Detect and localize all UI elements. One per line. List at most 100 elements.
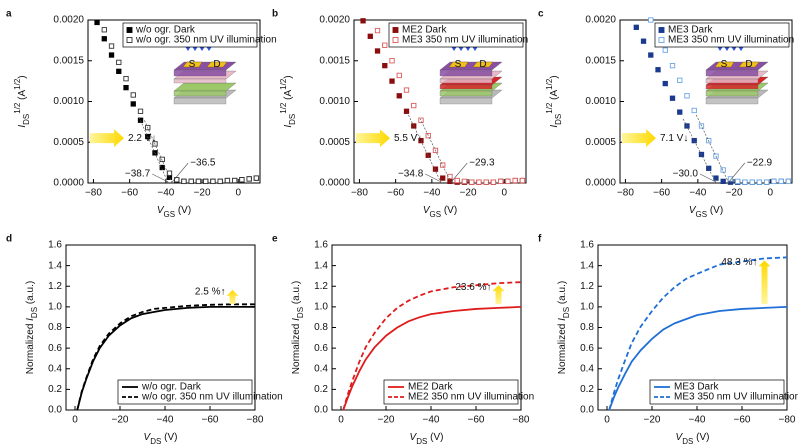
data-point xyxy=(677,109,683,115)
label-part: ) xyxy=(17,75,28,78)
legend-marker xyxy=(392,37,399,43)
legend-box xyxy=(388,22,524,48)
data-point xyxy=(116,59,122,66)
electrode xyxy=(472,61,494,68)
uv-ray-head xyxy=(472,47,478,51)
data-point xyxy=(108,52,115,58)
y-tick-label: 1.0 xyxy=(48,302,62,313)
label-part: V xyxy=(423,205,431,216)
data-point xyxy=(217,178,223,185)
y-tick-label: 1.2 xyxy=(48,281,62,292)
panel-label: b xyxy=(272,9,278,20)
legend-label: w/o ogr. Dark xyxy=(141,382,202,393)
device-layer-side xyxy=(439,97,493,105)
data-point xyxy=(735,178,741,185)
legend-label: ME3 350 nm UV illumination xyxy=(668,35,794,46)
label-part: GS xyxy=(430,210,442,219)
y-tick-label: 0.2 xyxy=(48,384,62,395)
data-point xyxy=(669,95,676,101)
x-tick-label: −20 xyxy=(194,188,211,199)
device-layer-side xyxy=(439,78,493,84)
device-layer-side xyxy=(705,97,759,105)
label-part: (V) xyxy=(441,205,457,216)
electrode xyxy=(738,61,760,68)
label-part: 1/2 xyxy=(13,78,22,90)
data-point xyxy=(519,177,526,184)
increase-label: 48.3 %↑ xyxy=(721,257,757,268)
device-layer-top xyxy=(439,61,503,71)
x-tick-label: 0 xyxy=(767,188,773,199)
x-tick-label: −60 xyxy=(734,415,751,426)
x-tick-label: −40 xyxy=(689,415,706,426)
increase-arrow xyxy=(492,285,505,304)
data-point xyxy=(461,178,468,185)
x-tick-label: −60 xyxy=(653,188,670,199)
data-point xyxy=(367,33,373,39)
data-point xyxy=(432,166,439,172)
x-tick-label: −20 xyxy=(378,415,395,426)
x-tick-label: 0 xyxy=(338,415,344,426)
leader-line xyxy=(450,162,468,183)
electrode xyxy=(714,61,735,68)
electrode-label: D xyxy=(745,59,752,70)
device-layer-side xyxy=(439,84,493,90)
tangent-line xyxy=(695,114,730,184)
y-tick-label: 0.6 xyxy=(314,343,328,354)
label-part: DS xyxy=(296,307,305,318)
data-point xyxy=(382,62,388,69)
data-point xyxy=(374,27,381,34)
data-line xyxy=(342,305,522,411)
data-point xyxy=(195,178,202,185)
uv-ray-head xyxy=(724,47,730,51)
y-tick-label: 0.2 xyxy=(314,384,328,395)
legend-label: ME2 Dark xyxy=(408,382,453,393)
x-tick-label: −80 xyxy=(779,415,796,426)
y-tick-label: 1.6 xyxy=(314,240,328,251)
x-tick-label: −60 xyxy=(121,188,138,199)
label-part: DS xyxy=(22,114,31,125)
data-point xyxy=(662,47,668,53)
y-axis-title: Normalized IDS (a.u.) xyxy=(291,281,305,374)
x-tick-label: −40 xyxy=(157,415,174,426)
legend-box xyxy=(117,379,253,405)
x-tick-label: −60 xyxy=(468,415,485,426)
device-layer-top xyxy=(173,82,237,92)
y-tick-label: 0.0010 xyxy=(585,96,616,107)
data-point xyxy=(677,77,683,83)
legend-box xyxy=(654,22,790,48)
y-tick-label: 1.4 xyxy=(580,260,594,271)
data-point xyxy=(411,102,417,109)
label-part: DS xyxy=(288,114,297,125)
label-part: (V) xyxy=(161,432,177,443)
label-part: I xyxy=(25,318,36,321)
x-axis-title: VGS (V) xyxy=(157,205,191,219)
x-tick-label: −80 xyxy=(247,415,264,426)
y-tick-label: 1.4 xyxy=(314,260,328,271)
legend-box xyxy=(649,379,785,405)
tangent-line xyxy=(408,114,442,184)
y-tick-label: 0.6 xyxy=(48,343,62,354)
x-axis-title: VDS (V) xyxy=(676,432,710,445)
uv-ray-head xyxy=(738,47,744,51)
label-part: 1/2 xyxy=(545,78,554,90)
data-point xyxy=(778,178,784,185)
leader-line xyxy=(728,162,746,183)
tangent-line xyxy=(419,118,452,184)
device-layer-side xyxy=(705,90,759,97)
electrode xyxy=(206,61,228,68)
data-point xyxy=(403,87,410,93)
data-point xyxy=(691,137,697,144)
x-tick-label: −20 xyxy=(112,415,129,426)
data-point xyxy=(94,19,100,26)
data-point xyxy=(756,179,763,185)
data-line xyxy=(342,281,522,411)
data-point xyxy=(512,177,518,184)
data-point xyxy=(440,175,446,181)
data-line xyxy=(608,305,788,411)
device-layer-side xyxy=(173,69,227,77)
threshold-label: −30.0 xyxy=(673,169,699,180)
electrode xyxy=(448,61,469,68)
label-part: Normalized xyxy=(25,321,36,374)
data-point xyxy=(108,43,115,49)
label-part: 1/2 xyxy=(279,78,288,90)
